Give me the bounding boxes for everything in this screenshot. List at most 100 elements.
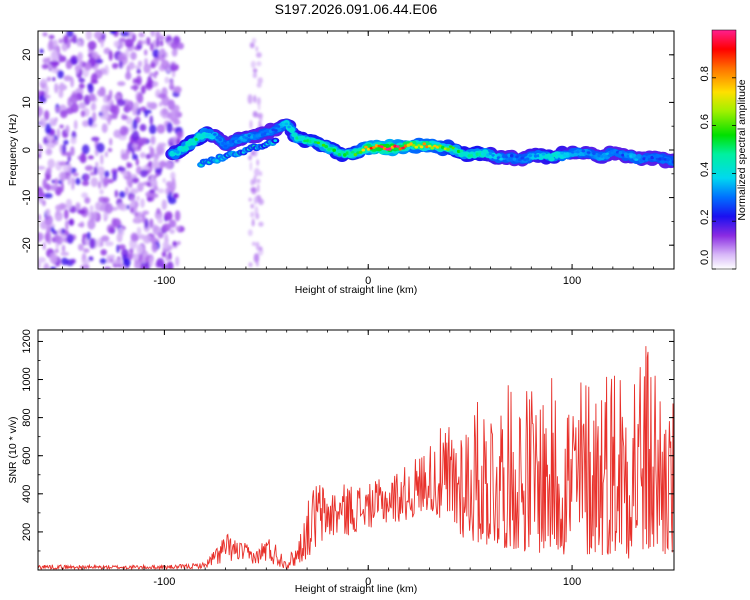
noise-blob <box>39 48 44 54</box>
noise-blob <box>117 56 127 61</box>
noise-blob <box>65 219 69 231</box>
noise-blob <box>50 67 60 73</box>
noise-blob <box>165 187 170 195</box>
noise-blob <box>42 242 46 251</box>
y-tick-label: -10 <box>21 190 33 206</box>
noise-blob <box>60 182 64 193</box>
ridge-blob <box>284 122 289 126</box>
noise-blob <box>158 101 163 107</box>
ridge-blob <box>279 122 284 127</box>
noise-blob <box>131 130 140 142</box>
noise-blob <box>138 32 145 38</box>
noise-blob <box>48 34 55 40</box>
noise-blob <box>258 198 264 206</box>
ridge-blob <box>560 151 564 155</box>
noise-blob <box>153 185 159 191</box>
noise-blob <box>256 262 259 267</box>
noise-blob <box>170 62 176 72</box>
noise-blob <box>259 171 263 177</box>
noise-blob <box>77 223 85 227</box>
ridge-blob <box>663 158 668 161</box>
ridge-blob <box>398 147 403 151</box>
noise-blob <box>100 249 107 256</box>
noise-blob <box>97 89 106 97</box>
noise-blob <box>132 154 138 160</box>
ridge-blob <box>250 135 254 139</box>
ridge-blob <box>223 144 228 148</box>
noise-blob <box>60 251 70 256</box>
noise-blob <box>59 82 65 92</box>
noise-blob <box>125 71 132 80</box>
noise-blob <box>256 82 262 88</box>
ridge-blob <box>528 154 533 158</box>
ridge-blob <box>472 153 477 156</box>
ridge-blob <box>488 151 493 155</box>
noise-blob <box>89 238 96 249</box>
noise-blob <box>79 154 87 164</box>
noise-blob <box>144 261 151 269</box>
ridge-blob <box>353 153 358 157</box>
ridge-blob <box>218 137 222 142</box>
ridge-blob <box>414 145 419 149</box>
noise-blob <box>156 124 166 134</box>
noise-blob <box>155 173 159 178</box>
noise-blob <box>247 229 253 237</box>
ridge-blob <box>541 153 546 156</box>
ridge-blob <box>509 154 514 158</box>
ridge-blob <box>435 145 440 149</box>
noise-blob <box>38 214 42 222</box>
ridge-blob <box>186 142 191 145</box>
noise-blob <box>253 196 257 205</box>
noise-blob <box>100 154 104 165</box>
ridge-blob <box>324 145 329 149</box>
colorbar-ticks: 0.0 0.2 0.4 0.6 0.8 <box>699 66 736 270</box>
noise-blob <box>59 124 64 129</box>
ridge-blob <box>361 148 366 152</box>
noise-blob <box>258 120 262 126</box>
noise-blob <box>141 213 146 224</box>
noise-blob <box>130 232 139 242</box>
noise-blob <box>93 210 98 222</box>
noise-blob <box>173 193 179 199</box>
snr-y-ticks: 200 400 600 800 1000 1200 <box>21 329 674 552</box>
ridge-blob <box>419 145 424 149</box>
noise-blob <box>78 77 85 83</box>
noise-blob <box>70 146 75 157</box>
ridge-blob <box>335 151 339 155</box>
ridge-blob <box>221 141 225 146</box>
noise-blob <box>65 60 72 70</box>
noise-blob <box>79 39 84 47</box>
noise-blob <box>136 92 144 104</box>
noise-blob <box>157 142 167 147</box>
noise-blob <box>166 261 174 269</box>
noise-blob <box>161 107 168 116</box>
ridge-blob <box>578 149 583 152</box>
noise-blob <box>253 175 257 185</box>
ridge-blob <box>380 145 384 149</box>
noise-blob <box>259 246 263 251</box>
noise-blob <box>68 219 75 225</box>
noise-blob <box>102 197 110 203</box>
noise-blob <box>140 85 146 95</box>
ridge-blob <box>584 152 588 156</box>
noise-blob <box>146 36 151 46</box>
noise-blob <box>63 75 72 82</box>
noise-blob <box>144 218 149 229</box>
ridge-blob <box>343 153 347 157</box>
ridge-blob <box>555 155 559 159</box>
noise-blob <box>103 47 111 55</box>
noise-blob <box>250 60 256 69</box>
ridge-blob <box>645 157 649 162</box>
ridge-blob <box>491 154 496 157</box>
noise-blob <box>108 89 113 99</box>
ridge-blob <box>287 125 291 129</box>
noise-blob <box>117 167 126 172</box>
ridge-blob <box>207 132 212 137</box>
noise-blob <box>255 241 260 251</box>
colorbar-tick-label: 0.6 <box>699 114 711 129</box>
noise-blob <box>81 192 88 199</box>
noise-blob <box>149 218 154 229</box>
noise-blob <box>250 211 255 218</box>
noise-blob <box>80 110 86 118</box>
